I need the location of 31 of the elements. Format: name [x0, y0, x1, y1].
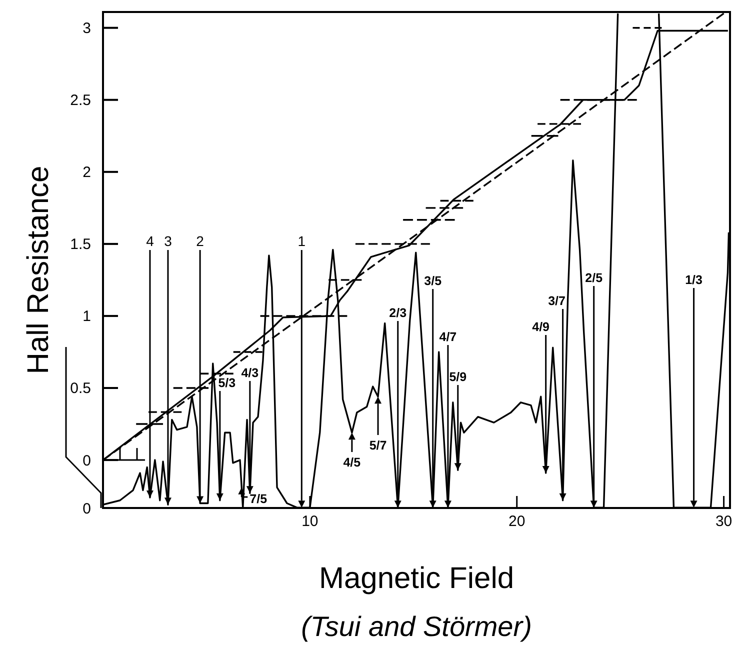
annotation: 4/3: [241, 366, 259, 380]
annotation: 3/7: [548, 294, 566, 308]
y-tick-label: 1: [82, 308, 91, 326]
annotation: 2/5: [585, 271, 603, 285]
y-tick-label: 3: [82, 20, 91, 38]
annotation: 4/9: [532, 320, 550, 334]
y-tick-label: 2: [82, 164, 91, 182]
x-axis-title: Magnetic Field: [318, 562, 514, 595]
annotation: 4/7: [439, 330, 457, 344]
y-axis-title: Hall Resistance: [22, 166, 55, 374]
annotation: 4/5: [343, 456, 361, 470]
y-tick-label: 2.5: [70, 92, 91, 110]
y-tick-label: 1.5: [70, 236, 91, 254]
annotation: 1: [298, 233, 306, 249]
annotation: 2/3: [389, 306, 407, 320]
x-tick-label: 20: [508, 513, 526, 530]
y-tick-label: 0: [82, 500, 91, 518]
y-tick-label: 0: [82, 452, 91, 470]
annotation: 7/5: [250, 492, 268, 506]
annotation: 4: [146, 233, 154, 249]
annotation: 5/7: [369, 438, 387, 452]
y-tick-label: 0.5: [70, 380, 91, 398]
x-tick-label: 10: [302, 513, 318, 530]
annotation: 5/3: [218, 376, 236, 390]
annotation: 1/3: [685, 273, 703, 287]
annotation: 5/9: [449, 370, 467, 384]
text: (Tsui and Störmer): [301, 611, 532, 642]
x-tick-label: 30: [715, 513, 732, 530]
annotation: 2: [196, 233, 204, 249]
annotation: 3: [164, 233, 172, 249]
annotation: 3/5: [424, 274, 442, 288]
